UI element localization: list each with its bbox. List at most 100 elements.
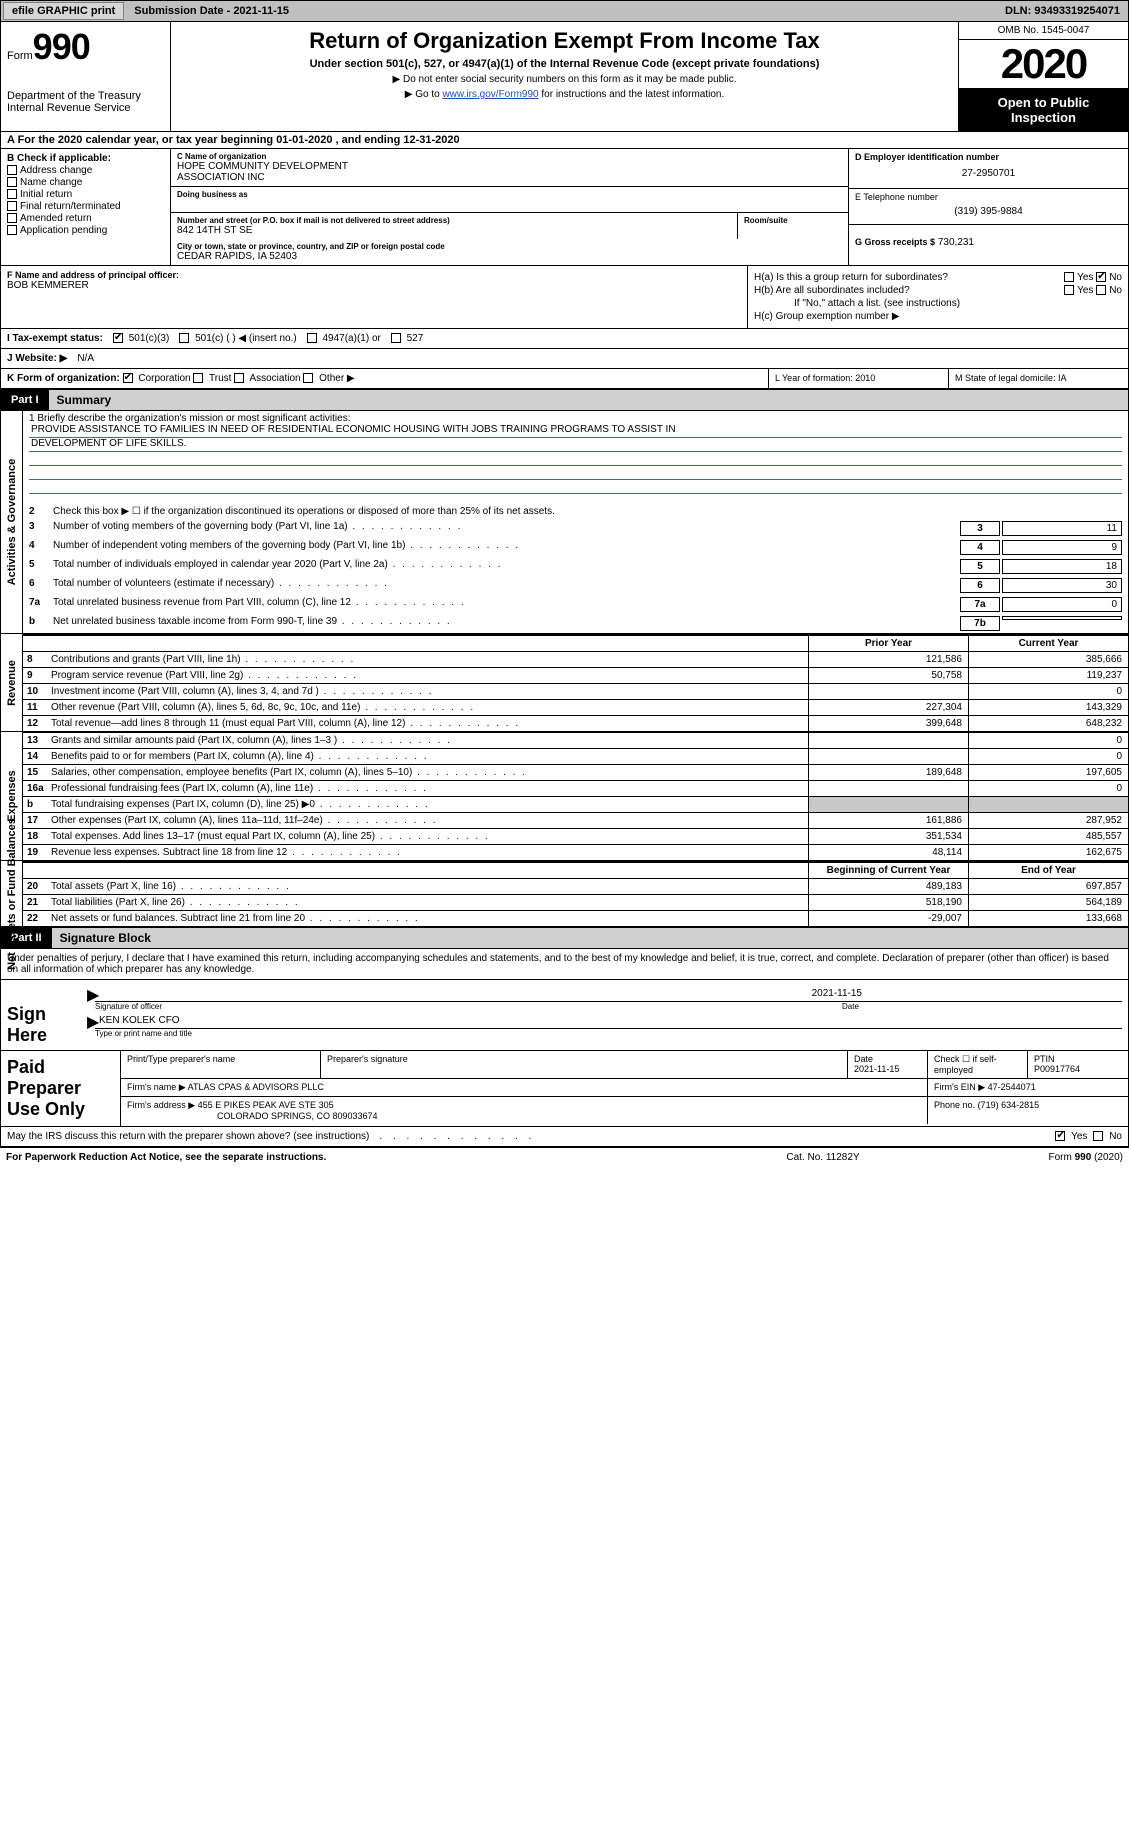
- open-line2: Inspection: [963, 110, 1124, 125]
- chk-address-change[interactable]: Address change: [7, 165, 164, 176]
- fin-row: 15Salaries, other compensation, employee…: [23, 764, 1128, 780]
- fin-row: 9Program service revenue (Part VIII, lin…: [23, 667, 1128, 683]
- prep-sig-hdr: Preparer's signature: [321, 1051, 848, 1078]
- j-label: J Website: ▶: [7, 353, 67, 364]
- col-c-name-address: C Name of organization HOPE COMMUNITY DE…: [171, 149, 848, 265]
- chk-association[interactable]: [234, 373, 244, 383]
- chk-amended-return[interactable]: Amended return: [7, 213, 164, 224]
- irs-link[interactable]: www.irs.gov/Form990: [442, 89, 538, 100]
- vlabel-net: Net Assets or Fund Balances: [1, 861, 23, 926]
- chk-corporation[interactable]: [123, 373, 133, 383]
- signature-line: ▶2021-11-15: [95, 984, 1122, 1002]
- officer-name: BOB KEMMERER: [7, 280, 741, 291]
- form-title: Return of Organization Exempt From Incom…: [179, 28, 950, 54]
- chk-other[interactable]: [303, 373, 313, 383]
- chk-discuss-no[interactable]: [1093, 1131, 1103, 1141]
- tax-year: 2020: [959, 40, 1128, 89]
- c-name-label: C Name of organization: [177, 152, 842, 161]
- net-assets-section: Net Assets or Fund Balances Beginning of…: [0, 861, 1129, 927]
- firm-address: Firm's address ▶ 455 E PIKES PEAK AVE ST…: [121, 1097, 928, 1124]
- signature-declaration: Under penalties of perjury, I declare th…: [0, 949, 1129, 980]
- fin-row: 12Total revenue—add lines 8 through 11 (…: [23, 715, 1128, 731]
- i-label: I Tax-exempt status:: [7, 333, 103, 344]
- fin-row: 16aProfessional fundraising fees (Part I…: [23, 780, 1128, 796]
- hdr-prior-year: Prior Year: [808, 636, 968, 651]
- q2-text: Check this box ▶ ☐ if the organization d…: [53, 506, 1122, 517]
- fin-row: bTotal fundraising expenses (Part IX, co…: [23, 796, 1128, 812]
- q2-num: 2: [29, 506, 53, 517]
- part-1-header: Part I Summary: [0, 389, 1129, 411]
- irs-discuss-q: May the IRS discuss this return with the…: [7, 1131, 369, 1142]
- fin-row: 21Total liabilities (Part X, line 26)518…: [23, 894, 1128, 910]
- open-inspection: Open to Public Inspection: [959, 89, 1128, 131]
- firm-ein: Firm's EIN ▶ 47-2544071: [928, 1079, 1128, 1096]
- firm-name: Firm's name ▶ ATLAS CPAS & ADVISORS PLLC: [121, 1079, 928, 1096]
- website-value: N/A: [77, 353, 94, 364]
- efile-print-button[interactable]: efile GRAPHIC print: [3, 2, 124, 20]
- chk-final-return[interactable]: Final return/terminated: [7, 201, 164, 212]
- form-footer: For Paperwork Reduction Act Notice, see …: [0, 1147, 1129, 1167]
- row-i-tax-status: I Tax-exempt status: 501(c)(3) 501(c) ( …: [0, 329, 1129, 349]
- fin-row: 13Grants and similar amounts paid (Part …: [23, 732, 1128, 748]
- summary-row: bNet unrelated business taxable income f…: [23, 614, 1128, 633]
- tel-value: (319) 395-9884: [855, 202, 1122, 221]
- mission-line-1: PROVIDE ASSISTANCE TO FAMILIES IN NEED O…: [29, 424, 1122, 438]
- form-header: Form990 Department of the Treasury Inter…: [0, 22, 1129, 132]
- chk-4947[interactable]: [307, 333, 317, 343]
- gross-label: G Gross receipts $: [855, 237, 935, 247]
- chk-name-change[interactable]: Name change: [7, 177, 164, 188]
- ein-label: D Employer identification number: [855, 152, 1122, 162]
- chk-501c3[interactable]: [113, 333, 123, 343]
- prep-name-hdr: Print/Type preparer's name: [121, 1051, 321, 1078]
- paid-preparer-block: Paid Preparer Use Only Print/Type prepar…: [0, 1051, 1129, 1127]
- hdr-beginning-year: Beginning of Current Year: [808, 863, 968, 878]
- h-a: H(a) Is this a group return for subordin…: [754, 272, 1122, 283]
- chk-501c[interactable]: [179, 333, 189, 343]
- form-note-link: ▶ Go to www.irs.gov/Form990 for instruct…: [179, 89, 950, 100]
- link-post: for instructions and the latest informat…: [539, 89, 725, 100]
- dept-irs: Internal Revenue Service: [7, 102, 164, 114]
- summary-row: 3Number of voting members of the governi…: [23, 519, 1128, 538]
- entity-block: B Check if applicable: Address change Na…: [0, 149, 1129, 266]
- h-b-note: If "No," attach a list. (see instruction…: [754, 298, 1122, 309]
- city-label: City or town, state or province, country…: [177, 242, 842, 251]
- fin-row: 11Other revenue (Part VIII, column (A), …: [23, 699, 1128, 715]
- tel-label: E Telephone number: [855, 192, 1122, 202]
- chk-application-pending[interactable]: Application pending: [7, 225, 164, 236]
- expenses-section: Expenses 13Grants and similar amounts pa…: [0, 732, 1129, 861]
- form-word: Form: [7, 50, 33, 62]
- q1-label: 1 Briefly describe the organization's mi…: [29, 413, 1122, 424]
- form-note-ssn: ▶ Do not enter social security numbers o…: [179, 74, 950, 85]
- fin-row: 20Total assets (Part X, line 16)489,1836…: [23, 878, 1128, 894]
- fin-row: 17Other expenses (Part IX, column (A), l…: [23, 812, 1128, 828]
- hdr-current-year: Current Year: [968, 636, 1128, 651]
- irs-discuss-row: May the IRS discuss this return with the…: [0, 1127, 1129, 1147]
- row-f-h: F Name and address of principal officer:…: [0, 266, 1129, 329]
- mission-line-4: [29, 466, 1122, 480]
- form-number: 990: [33, 26, 90, 67]
- summary-row: 6Total number of volunteers (estimate if…: [23, 576, 1128, 595]
- h-c: H(c) Group exemption number ▶: [754, 311, 1122, 322]
- city-state-zip: CEDAR RAPIDS, IA 52403: [177, 251, 842, 262]
- paid-preparer-label: Paid Preparer Use Only: [1, 1051, 121, 1126]
- prep-date: Date2021-11-15: [848, 1051, 928, 1078]
- chk-trust[interactable]: [193, 373, 203, 383]
- summary-row: 5Total number of individuals employed in…: [23, 557, 1128, 576]
- officer-name-title: KEN KOLEK CFO: [99, 1015, 180, 1026]
- chk-527[interactable]: [391, 333, 401, 343]
- part1-title: Summary: [49, 390, 1128, 410]
- revenue-section: Revenue Prior Year Current Year 8Contrib…: [0, 634, 1129, 732]
- summary-row: 4Number of independent voting members of…: [23, 538, 1128, 557]
- chk-initial-return[interactable]: Initial return: [7, 189, 164, 200]
- f-label: F Name and address of principal officer:: [7, 270, 741, 280]
- chk-discuss-yes[interactable]: [1055, 1131, 1065, 1141]
- form-ref: Form 990 (2020): [923, 1152, 1123, 1163]
- fin-row: 19Revenue less expenses. Subtract line 1…: [23, 844, 1128, 860]
- prep-self-emp: Check ☐ if self-employed: [928, 1051, 1028, 1078]
- fin-row: 18Total expenses. Add lines 13–17 (must …: [23, 828, 1128, 844]
- part2-title: Signature Block: [52, 928, 1128, 948]
- org-name-1: HOPE COMMUNITY DEVELOPMENT: [177, 161, 842, 172]
- row-a-tax-year: A For the 2020 calendar year, or tax yea…: [0, 132, 1129, 149]
- sig-date: 2021-11-15: [812, 988, 862, 999]
- governance-section: Activities & Governance 1 Briefly descri…: [0, 411, 1129, 634]
